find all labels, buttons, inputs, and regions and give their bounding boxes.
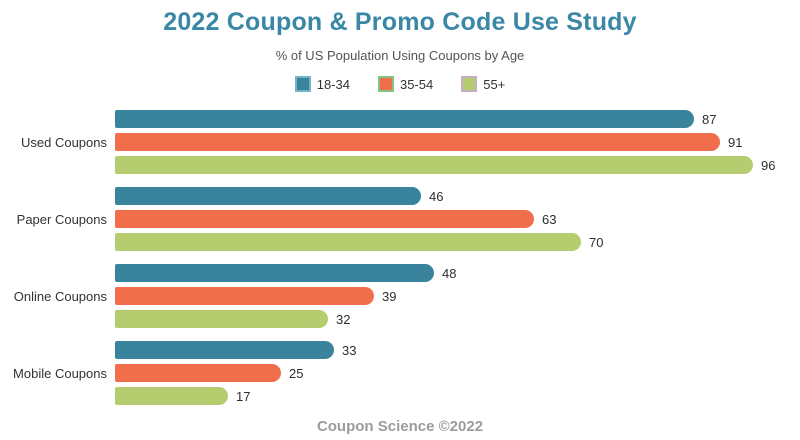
legend-swatch-icon [377, 76, 394, 92]
bar-18-34 [115, 341, 334, 359]
bar-35-54 [115, 210, 534, 228]
legend-item-55+: 55+ [461, 76, 505, 92]
bar-value-label: 91 [728, 134, 743, 150]
bar-value-label: 39 [382, 288, 397, 304]
bar-55+ [115, 233, 581, 251]
bar-group: 33 25 17 [115, 341, 800, 405]
bar-row: 32 [115, 310, 800, 328]
bar-row: 91 [115, 133, 800, 151]
category-group: Paper Coupons 46 63 70 [0, 187, 800, 251]
bar-row: 33 [115, 341, 800, 359]
bar-row: 87 [115, 110, 800, 128]
bar-35-54 [115, 287, 374, 305]
chart-subtitle: % of US Population Using Coupons by Age [275, 48, 525, 63]
bar-value-label: 96 [761, 157, 776, 173]
legend-swatch-icon [461, 76, 478, 92]
bar-value-label: 25 [289, 365, 304, 381]
legend-item-18-34: 18-34 [294, 76, 350, 92]
bar-value-label: 46 [429, 188, 444, 204]
chart-source: Coupon Science ©2022 [316, 418, 484, 435]
bar-55+ [115, 156, 753, 174]
bar-row: 70 [115, 233, 800, 251]
bar-value-label: 17 [236, 388, 251, 404]
category-group: Used Coupons 87 91 96 [0, 110, 800, 174]
bar-row: 25 [115, 364, 800, 382]
bar-value-label: 32 [336, 311, 351, 327]
legend-label: 35-54 [399, 76, 434, 92]
bar-value-label: 87 [702, 111, 717, 127]
legend-label: 18-34 [316, 76, 350, 92]
bar-row: 46 [115, 187, 800, 205]
bar-value-label: 70 [589, 234, 604, 250]
bar-55+ [115, 310, 328, 328]
bar-row: 63 [115, 210, 800, 228]
bar-55+ [115, 387, 228, 405]
chart-title: 2022 Coupon & Promo Code Use Study [163, 8, 637, 36]
legend-item-35-54: 35-54 [377, 76, 434, 92]
bar-18-34 [115, 187, 421, 205]
bar-value-label: 63 [542, 211, 557, 227]
bar-value-label: 48 [442, 265, 457, 281]
category-label: Used Coupons [21, 134, 107, 150]
bar-group: 46 63 70 [115, 187, 800, 251]
category-group: Mobile Coupons 33 25 17 [0, 341, 800, 405]
legend-label: 55+ [483, 76, 506, 92]
chart-legend: 18-34 35-54 55+ [0, 76, 800, 92]
bar-chart: Used Coupons 87 91 96 Paper Coupons 46 63 70 Onl… [0, 110, 800, 405]
category-label: Online Coupons [13, 288, 107, 304]
bar-35-54 [115, 133, 720, 151]
bar-18-34 [115, 264, 434, 282]
category-group: Online Coupons 48 39 32 [0, 264, 800, 328]
bar-row: 39 [115, 287, 800, 305]
bar-row: 96 [115, 156, 800, 174]
bar-group: 87 91 96 [115, 110, 800, 174]
bar-row: 17 [115, 387, 800, 405]
bar-value-label: 33 [342, 342, 357, 358]
bar-35-54 [115, 364, 281, 382]
bar-row: 48 [115, 264, 800, 282]
legend-swatch-icon [294, 76, 311, 92]
bar-18-34 [115, 110, 694, 128]
category-label: Mobile Coupons [13, 365, 107, 381]
bar-group: 48 39 32 [115, 264, 800, 328]
category-label: Paper Coupons [16, 211, 107, 227]
